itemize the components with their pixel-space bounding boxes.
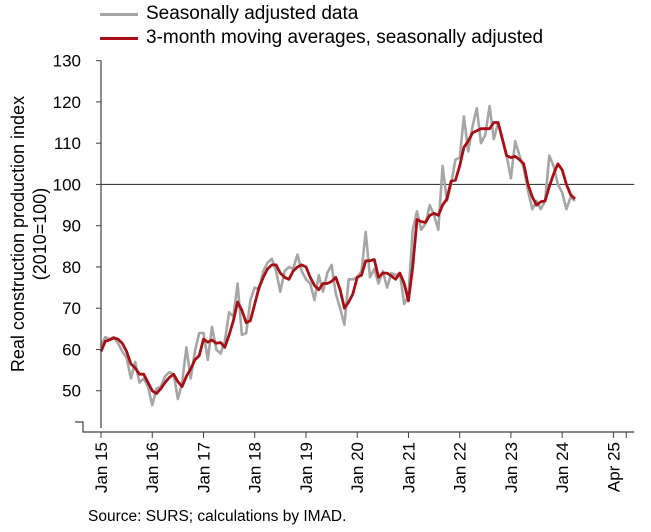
legend-label-ma: 3-month moving averages, seasonally adju… [146, 27, 544, 48]
x-tick-label: Jan 24 [553, 442, 572, 493]
y-tick-label: 50 [62, 382, 81, 401]
x-tick-label: Jan 15 [92, 442, 111, 493]
y-tick-label: 130 [53, 52, 81, 71]
legend-swatch-ma [100, 36, 138, 40]
legend-item-sa: Seasonally adjusted data [100, 2, 543, 26]
y-axis-label-line2: (2010=100) [30, 187, 50, 281]
source-note: Source: SURS; calculations by IMAD. [88, 508, 347, 525]
y-tick-label: 80 [62, 258, 81, 277]
y-tick-label: 90 [62, 217, 81, 236]
legend-swatch-sa [100, 12, 138, 16]
y-tick-label: 120 [53, 93, 81, 112]
y-axis-title: Real construction production index (2010… [6, 58, 52, 410]
legend-label-sa: Seasonally adjusted data [146, 3, 359, 24]
series-line-3-month-average [99, 121, 576, 396]
x-tick-label: Jan 17 [194, 442, 213, 493]
x-tick-label: Jan 18 [246, 442, 265, 493]
x-tick-label: Jan 21 [399, 442, 418, 493]
y-tick-label: 70 [62, 299, 81, 318]
y-axis-break [75, 421, 101, 433]
series-line-seasonally-adjusted [99, 104, 576, 407]
y-axis-label: Real construction production index (2010… [7, 54, 51, 414]
y-tick-label: 110 [54, 134, 81, 153]
x-tick-label: Jan 22 [451, 442, 470, 493]
chart-legend: Seasonally adjusted data 3-month moving … [100, 2, 543, 50]
legend-item-ma: 3-month moving averages, seasonally adju… [100, 26, 543, 50]
x-tick-label: Jan 23 [502, 442, 521, 493]
y-axis-label-line1: Real construction production index [8, 95, 28, 373]
x-tick-label: Jan 20 [348, 442, 367, 493]
y-tick-label: 100 [53, 175, 81, 194]
x-tick-label: Jan 16 [143, 442, 162, 493]
x-tick-label: Apr 25 [604, 442, 623, 492]
y-tick-label: 60 [62, 340, 81, 359]
x-tick-label: Jan 19 [297, 442, 316, 493]
